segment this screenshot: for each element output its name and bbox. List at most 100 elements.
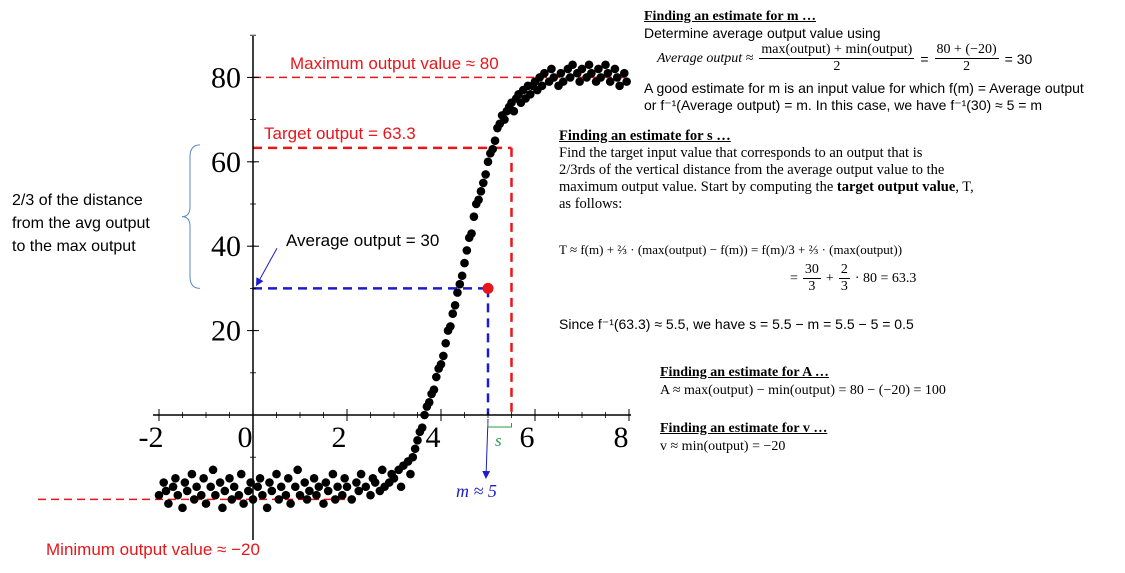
data-point [549, 73, 559, 82]
data-point [274, 495, 284, 504]
m-conclusion: A good estimate for m is an input value … [644, 80, 1084, 114]
data-point [408, 452, 418, 462]
data-point [312, 490, 321, 500]
y-tick-label: 40 [211, 230, 241, 263]
two-thirds-line-2: from the avg output [12, 215, 150, 232]
s-formula-2-frac-2-num: 2 [838, 262, 850, 279]
s-line-3-end: , T, [955, 179, 974, 195]
data-point [229, 482, 239, 492]
data-point [500, 115, 509, 124]
m-estimate-label: m ≈ 5 [456, 481, 497, 501]
data-point [460, 258, 469, 268]
data-point [370, 478, 380, 487]
data-point [199, 474, 208, 483]
s-line-1: Find the target input value that corresp… [559, 145, 923, 161]
data-point [248, 495, 258, 504]
s-since-line: Since f⁻¹(63.3) ≈ 5.5, we have s = 5.5 −… [559, 316, 914, 332]
data-point [356, 469, 366, 479]
data-point [420, 410, 429, 420]
data-point [462, 246, 472, 255]
data-point [321, 478, 331, 487]
data-point [295, 490, 305, 500]
data-point [547, 64, 556, 74]
s-bracket [487, 423, 512, 428]
data-point [272, 469, 281, 479]
data-point [488, 144, 498, 154]
x-tick-label: 2 [332, 421, 347, 454]
x-tick-label: -2 [139, 421, 164, 454]
data-point [455, 279, 465, 289]
data-point [354, 486, 364, 496]
data-point [540, 68, 549, 78]
data-point [208, 465, 218, 475]
data-point [246, 478, 255, 487]
data-point [333, 482, 342, 492]
data-point [255, 474, 265, 483]
x-tick-label: 6 [520, 421, 535, 454]
data-point [330, 495, 340, 504]
s-line-3-start: maximum output value. Start by computing… [559, 179, 834, 195]
data-point [389, 474, 399, 483]
x-tick-label: 8 [614, 421, 629, 454]
data-point [159, 478, 168, 487]
s-formula-2-frac-2-den: 3 [840, 279, 848, 294]
data-point [173, 490, 183, 500]
data-point [286, 499, 295, 508]
data-point [161, 486, 171, 496]
data-point [192, 482, 201, 492]
data-point [601, 60, 610, 70]
m-arrow [482, 418, 491, 479]
data-point [366, 490, 375, 500]
a-section: Finding an estimate for A … A ≈ max(outp… [660, 364, 946, 400]
data-point [281, 490, 291, 500]
s-formula-2-eq: = [790, 270, 798, 286]
m-line-4: or f⁻¹(Average output) = m. In this case… [644, 97, 1043, 113]
s-section: Finding an estimate for s … Find the tar… [559, 128, 974, 213]
data-point [476, 187, 486, 196]
two-thirds-line-1: 2/3 of the distance [12, 192, 143, 209]
y-tick-label: 20 [211, 315, 241, 348]
two-thirds-label: 2/3 of the distance from the avg output … [12, 189, 150, 258]
target-output-label: Target output = 63.3 [264, 124, 416, 143]
s-line-3-bold: target output value [836, 179, 956, 195]
data-point [568, 60, 577, 70]
data-point [565, 73, 575, 82]
data-point [610, 64, 620, 74]
data-point [319, 499, 328, 508]
midpoint-marker [482, 282, 494, 294]
data-point [361, 482, 371, 492]
s-formula-2-plus: + [825, 270, 834, 286]
data-point [171, 474, 180, 483]
data-point [577, 64, 587, 74]
data-point [575, 77, 584, 86]
data-point [441, 338, 451, 348]
data-point [406, 469, 415, 479]
data-point [253, 482, 262, 492]
s-formula-2-frac-2: 2 3 [838, 262, 850, 295]
two-thirds-bracket [181, 144, 201, 289]
data-point [453, 288, 462, 297]
data-point [479, 178, 488, 188]
data-point [587, 68, 596, 78]
s-formula-2-end: · 80 = 63.3 [854, 270, 917, 286]
m-average-formula: Average output ≈ max(output) + min(outpu… [657, 42, 1032, 75]
data-point [328, 469, 338, 479]
data-point [227, 495, 237, 504]
data-point [220, 486, 230, 496]
data-point [558, 77, 568, 86]
data-point [236, 469, 246, 479]
s-line-3: maximum output value. Start by computing… [559, 179, 974, 196]
data-point [276, 482, 286, 492]
data-point [314, 482, 324, 492]
data-point [596, 73, 606, 82]
data-point [622, 77, 631, 86]
s-formula-2-frac-1-den: 3 [808, 279, 816, 294]
m-result: = 30 [1004, 50, 1033, 67]
data-point [436, 360, 446, 369]
y-tick-label: 60 [211, 146, 241, 179]
data-point [432, 372, 441, 382]
data-point [481, 170, 490, 179]
data-point [206, 482, 215, 492]
data-point [309, 474, 319, 483]
s-estimate-label: s [495, 431, 502, 450]
